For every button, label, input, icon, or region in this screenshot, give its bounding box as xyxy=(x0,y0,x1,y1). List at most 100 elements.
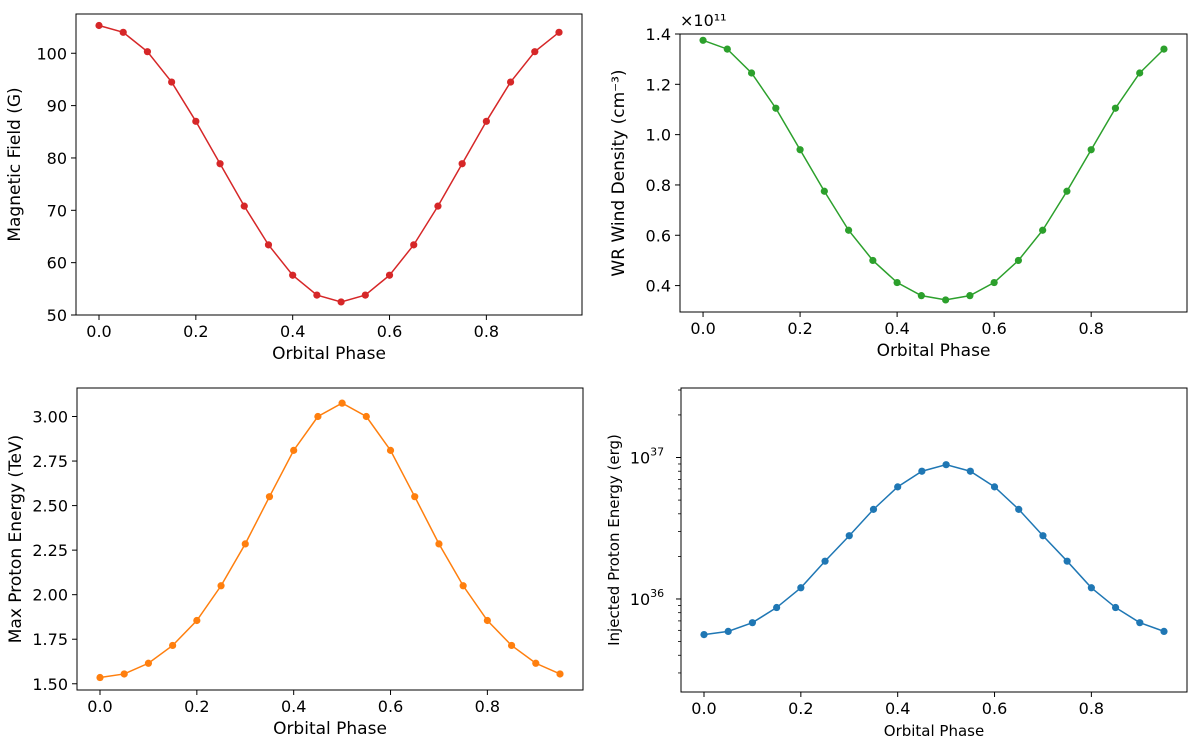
data-point xyxy=(434,202,442,210)
chart-panel-magnetic: 0.0 0.2 0.4 0.6 0.8 50 60 70 80 90 100 Orbital Phas… xyxy=(5,13,583,364)
data-point xyxy=(313,291,321,299)
x-tick-label: 0.2 xyxy=(788,699,813,718)
y-tick-label: 1037 xyxy=(630,446,664,468)
data-point xyxy=(337,298,345,306)
data-point xyxy=(723,45,731,53)
y-axis-label: WR Wind Density (cm⁻³) xyxy=(609,69,629,276)
data-point xyxy=(362,412,370,421)
x-tick-label: 0.0 xyxy=(690,319,715,338)
data-point xyxy=(1039,226,1047,234)
data-point xyxy=(144,659,153,667)
data-point xyxy=(338,399,346,407)
x-tick-label: 0.8 xyxy=(1079,699,1104,718)
chart-panel-injected: 0.0 0.2 0.4 0.6 0.8 1036 1037 Orbital Phase Inje… xyxy=(605,387,1188,740)
y-tick-label: 90 xyxy=(47,97,67,116)
x-tick-label: 0.0 xyxy=(86,322,111,341)
data-point xyxy=(797,584,805,592)
x-tick-label: 0.4 xyxy=(281,697,306,716)
data-point xyxy=(192,117,200,125)
series-line xyxy=(99,402,561,679)
y-tick-label: 0.8 xyxy=(646,176,671,195)
data-point xyxy=(556,670,564,678)
data-point xyxy=(507,641,516,650)
y-tick-label: 2.25 xyxy=(32,541,68,560)
data-point xyxy=(240,202,248,210)
data-point xyxy=(942,461,950,469)
data-point xyxy=(217,582,225,590)
x-tick-label: 0.8 xyxy=(1078,319,1103,338)
series-line xyxy=(703,463,1165,636)
x-tick-label: 0.4 xyxy=(884,319,909,338)
data-point xyxy=(893,278,901,287)
y-tick-label: 1.0 xyxy=(646,126,671,145)
data-point xyxy=(821,557,829,565)
data-point xyxy=(1160,627,1168,635)
data-point xyxy=(772,104,780,112)
y-tick-label: 50 xyxy=(47,306,67,325)
data-point xyxy=(1136,619,1144,627)
data-point xyxy=(143,48,152,56)
y-tick-label: 80 xyxy=(47,149,67,168)
axes-frame xyxy=(680,387,1188,693)
data-point xyxy=(699,36,707,44)
data-point xyxy=(1063,557,1071,565)
data-point xyxy=(869,256,877,265)
data-point xyxy=(1111,603,1120,612)
x-tick-label: 0.2 xyxy=(183,322,208,341)
data-point xyxy=(119,28,127,36)
data-point xyxy=(241,540,249,548)
data-point xyxy=(966,467,974,475)
data-point xyxy=(458,160,466,168)
axes-frame xyxy=(76,387,584,691)
data-point xyxy=(435,540,443,548)
data-point xyxy=(95,21,103,30)
y-tick-label: 1.2 xyxy=(646,75,671,94)
data-point xyxy=(555,28,563,36)
data-point xyxy=(1160,45,1168,53)
data-point xyxy=(700,630,708,639)
y-tick-label: 1.4 xyxy=(646,25,671,44)
data-point xyxy=(845,532,853,540)
data-point xyxy=(216,160,224,168)
y-tick-label: 0.4 xyxy=(646,277,671,296)
data-point xyxy=(1014,256,1023,265)
data-point xyxy=(966,292,974,300)
x-axis-label: Orbital Phase xyxy=(273,719,387,739)
y-tick-label: 70 xyxy=(47,201,67,220)
data-point xyxy=(990,278,998,287)
y-tick-label: 1.75 xyxy=(32,630,68,649)
axes-frame xyxy=(679,33,1188,313)
y-tick-label: 1036 xyxy=(630,587,664,609)
y-axis-label: Magnetic Field (G) xyxy=(5,87,25,241)
series-line xyxy=(98,24,560,303)
data-point xyxy=(1063,187,1071,195)
x-tick-label: 0.8 xyxy=(475,697,500,716)
x-tick-label: 0.2 xyxy=(787,319,812,338)
y-axis-label: Max Proton Energy (TeV) xyxy=(6,435,26,644)
chart-panel-maxproton: 0.0 0.2 0.4 0.6 0.8 1.50 1.75 2.00 2.25 2.50 2.75 3… xyxy=(6,387,584,739)
data-point xyxy=(411,493,419,501)
data-point xyxy=(532,659,540,667)
x-tick-label: 0.6 xyxy=(377,322,402,341)
y-tick-label: 2.50 xyxy=(32,497,68,516)
data-point xyxy=(264,241,273,249)
data-point xyxy=(724,627,732,635)
data-point xyxy=(314,412,322,421)
x-tick-label: 0.4 xyxy=(280,322,305,341)
chart-panel-density: 0.0 0.2 0.4 0.6 0.8 0.4 0.6 0.8 1.0 1.2 1.4 Orbital… xyxy=(609,11,1188,361)
data-point xyxy=(894,483,902,491)
x-axis-label: Orbital Phase xyxy=(877,341,991,361)
y-offset-label: ×10¹¹ xyxy=(680,11,727,30)
y-tick-label: 3.00 xyxy=(32,408,68,427)
x-tick-label: 0.2 xyxy=(184,697,209,716)
data-point xyxy=(820,187,828,195)
data-point xyxy=(531,48,539,56)
x-tick-label: 0.8 xyxy=(474,322,499,341)
data-point xyxy=(169,641,177,650)
data-point xyxy=(796,146,804,154)
x-tick-label: 0.6 xyxy=(982,699,1007,718)
data-point xyxy=(1087,584,1095,592)
y-tick-label: 100 xyxy=(36,44,67,63)
x-axis-label: Orbital Phase xyxy=(272,344,386,364)
